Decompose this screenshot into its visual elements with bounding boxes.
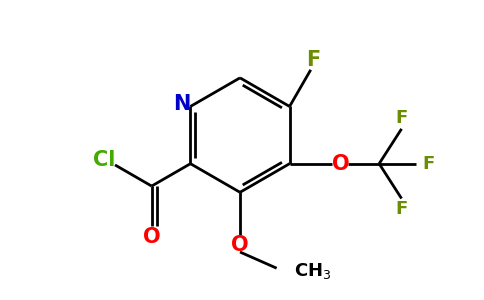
- Text: O: O: [143, 227, 161, 247]
- Text: N: N: [173, 94, 190, 114]
- Text: CH$_3$: CH$_3$: [294, 261, 332, 281]
- Text: O: O: [332, 154, 349, 174]
- Text: F: F: [306, 50, 320, 70]
- Text: F: F: [423, 155, 435, 173]
- Text: F: F: [395, 109, 408, 127]
- Text: F: F: [395, 200, 408, 218]
- Text: Cl: Cl: [93, 150, 115, 170]
- Text: O: O: [231, 235, 249, 255]
